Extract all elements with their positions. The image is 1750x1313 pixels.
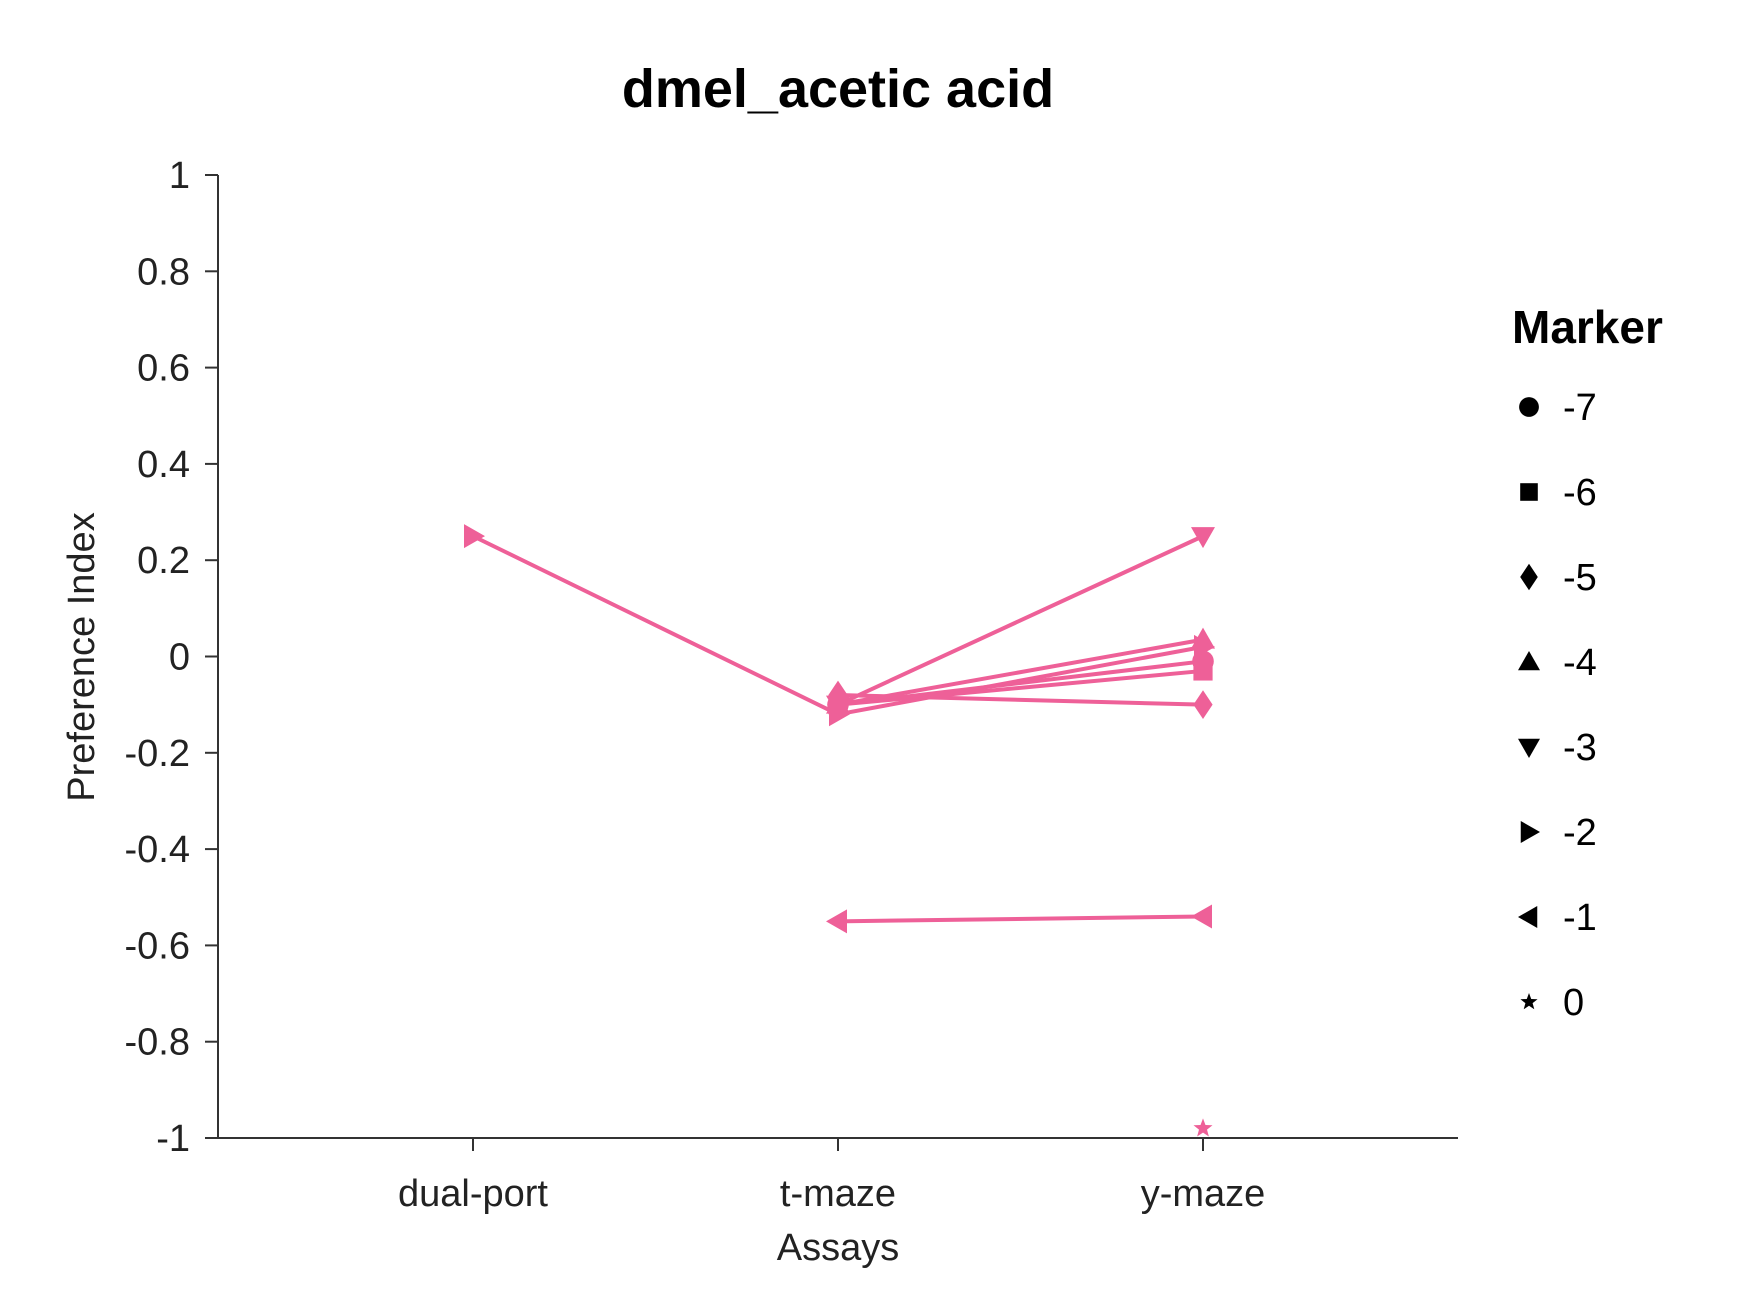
series-line-square <box>837 668 1204 707</box>
data-point-triangle-right <box>464 524 485 549</box>
legend-label: -6 <box>1563 472 1597 514</box>
legend-marker-triangle-up <box>1518 651 1540 671</box>
y-axis-label: Preference Index <box>61 512 103 801</box>
legend-marker-star <box>1520 993 1538 1010</box>
data-point-triangle-right <box>1194 634 1215 659</box>
x-tick-label: t-maze <box>780 1173 896 1215</box>
y-tick-label: -0.8 <box>125 1022 190 1064</box>
legend-label: -5 <box>1563 557 1597 599</box>
data-point-triangle-right <box>829 702 850 727</box>
legend-label: -2 <box>1563 812 1597 854</box>
y-tick-label: -1 <box>156 1118 190 1160</box>
legend-marker-square <box>1520 483 1538 501</box>
legend-label: -1 <box>1563 897 1597 939</box>
data-point-triangle-down <box>1191 527 1215 549</box>
x-tick-label: y-maze <box>1141 1173 1266 1215</box>
legend-title: Marker <box>1512 301 1663 353</box>
chart-title: dmel_acetic acid <box>622 59 1054 119</box>
data-point-triangle-down <box>826 695 850 717</box>
legend-marker-triangle-right <box>1520 821 1540 843</box>
y-tick-label: 0 <box>169 637 190 679</box>
y-tick-label: -0.4 <box>125 829 190 871</box>
series-line-diamond <box>837 693 1204 707</box>
y-tick-label: 0.8 <box>137 251 190 293</box>
data-point-square <box>1193 661 1213 681</box>
data-point-triangle-left <box>1191 904 1212 929</box>
series-line-triangle-up <box>837 637 1204 707</box>
x-tick-label: dual-port <box>398 1173 548 1215</box>
y-tick-label: 1 <box>169 155 190 197</box>
y-tick-label: -0.6 <box>125 925 190 967</box>
data-point-triangle-left <box>826 909 847 934</box>
series-markers <box>464 524 1215 1137</box>
series-lines <box>472 534 1204 924</box>
y-tick-label: 0.2 <box>137 540 190 582</box>
legend-label: -7 <box>1563 387 1597 429</box>
legend-label: 0 <box>1563 982 1584 1024</box>
legend-label: -3 <box>1563 727 1597 769</box>
legend: Marker -7 -6 -5 -4 -3 -2 -1 0 <box>1512 301 1663 1024</box>
legend-marker-triangle-left <box>1518 906 1538 928</box>
legend-marker-circle <box>1519 397 1539 417</box>
legend-marker-diamond <box>1520 563 1538 591</box>
x-ticks: dual-port t-maze y-maze <box>398 1138 1265 1215</box>
y-tick-label: 0.6 <box>137 348 190 390</box>
series-line-triangle-down <box>837 534 1204 707</box>
series-line-triangle-left <box>837 914 1204 924</box>
y-ticks: 1 0.8 0.6 0.4 0.2 0 -0.2 -0.4 -0.6 -0.8 -1 <box>125 155 218 1160</box>
y-tick-label: 0.4 <box>137 444 190 486</box>
data-point-diamond <box>1193 690 1213 720</box>
axes <box>217 175 1458 1139</box>
legend-label: -4 <box>1563 642 1597 684</box>
y-tick-label: -0.2 <box>125 733 190 775</box>
legend-marker-triangle-down <box>1518 738 1540 758</box>
data-point-star <box>1193 1118 1213 1137</box>
x-axis-label: Assays <box>777 1227 899 1269</box>
